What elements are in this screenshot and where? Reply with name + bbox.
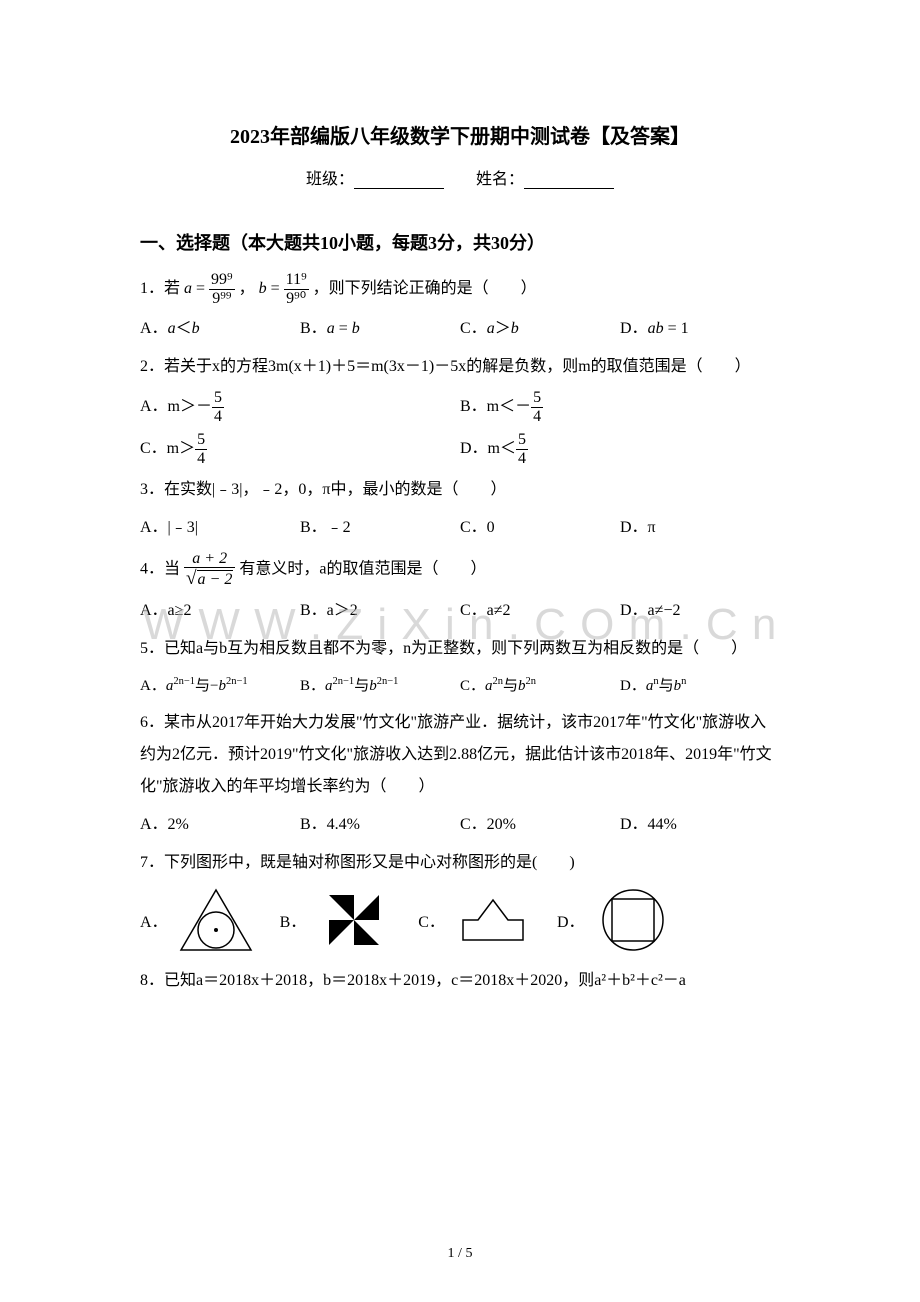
q3-optD: D．π: [620, 512, 780, 544]
q1-frac-b: 11⁹ 9⁹⁰: [284, 271, 309, 307]
q1-b-den: 9⁹⁰: [286, 290, 306, 307]
page-number: 1 / 5: [448, 1246, 473, 1262]
q4-suffix: 有意义时，a的取值范围是（ ）: [239, 560, 486, 577]
q1-optA: A．a＜b: [140, 313, 300, 345]
q4-options: A．a≥2 B．a＞2 C．a≠2 D．a≠−2: [140, 595, 780, 627]
q2-optD: D．m＜54: [460, 431, 780, 467]
q1-b-num: 11⁹: [286, 271, 307, 288]
question-2: 2．若关于x的方程3m(x＋1)＋5＝m(3x－1)－5x的解是负数，则m的取值…: [140, 351, 780, 383]
question-6: 6．某市从2017年开始大力发展"竹文化"旅游产业．据统计，该市2017年"竹文…: [140, 707, 780, 803]
q5-options: A．a2n−1与−b2n−1 B．a2n−1与b2n−1 C．a2n与b2n D…: [140, 671, 780, 701]
q4-prefix: 4．当: [140, 560, 180, 577]
q1-optD: D．ab = 1: [620, 313, 780, 345]
q7-optD: D．: [557, 885, 673, 955]
class-label: 班级：: [306, 171, 354, 188]
q7-optA: A．: [140, 885, 256, 955]
q1-c1: ，: [239, 280, 255, 297]
q2-optB: B．m＜－54: [460, 389, 780, 425]
q1-suffix: ，则下列结论正确的是（ ）: [313, 280, 537, 297]
q5-optB: B．a2n−1与b2n−1: [300, 671, 460, 701]
question-4: 4．当 a + 2 √a − 2 有意义时，a的取值范围是（ ）: [140, 550, 780, 590]
exam-title: 2023年部编版八年级数学下册期中测试卷【及答案】: [140, 120, 780, 149]
q1-a: a: [184, 280, 192, 297]
section-1-title: 一、选择题（本大题共10小题，每题3分，共30分）: [140, 229, 780, 255]
q4-optB: B．a＞2: [300, 595, 460, 627]
class-blank: [354, 173, 444, 189]
q2-optC: C．m＞54: [140, 431, 460, 467]
q3-options: A．|﹣3| B．﹣2 C．0 D．π: [140, 512, 780, 544]
q1-b-lbl: b: [259, 280, 267, 297]
q4-optD: D．a≠−2: [620, 595, 780, 627]
q6-optD: D．44%: [620, 809, 780, 841]
name-blank: [524, 173, 614, 189]
q1-a-den: 9⁹⁹: [212, 290, 231, 307]
q6-optA: A．2%: [140, 809, 300, 841]
sqrt-icon: √: [186, 568, 197, 589]
q1-prefix: 1．若: [140, 280, 180, 297]
q4-optA: A．a≥2: [140, 595, 300, 627]
q3-optC: C．0: [460, 512, 620, 544]
question-5: 5．已知a与b互为相反数且都不为零，n为正整数，则下列两数互为相反数的是（ ）: [140, 633, 780, 665]
q5-optD: D．an与bn: [620, 671, 780, 701]
q1-frac-a: 99⁹ 9⁹⁹: [209, 271, 235, 307]
triangle-circle-icon: [176, 885, 256, 955]
q1-optC: C．a＞b: [460, 313, 620, 345]
q2-options-ab: A．m＞－54 B．m＜－54: [140, 389, 780, 425]
circle-square-icon: [593, 885, 673, 955]
q1-optB: B．a = b: [300, 313, 460, 345]
question-3: 3．在实数|﹣3|，﹣2，0，π中，最小的数是（ ）: [140, 474, 780, 506]
question-1: 1．若 a = 99⁹ 9⁹⁹ ， b = 11⁹ 9⁹⁰ ，则下列结论正确的是…: [140, 271, 780, 307]
q4-frac: a + 2 √a − 2: [184, 550, 235, 590]
student-info-line: 班级： 姓名：: [140, 165, 780, 189]
q4-num: a + 2: [184, 550, 235, 569]
q7-optC: C．: [418, 885, 533, 955]
q4-den: a − 2: [197, 570, 234, 588]
q6-optC: C．20%: [460, 809, 620, 841]
q2-options-cd: C．m＞54 D．m＜54: [140, 431, 780, 467]
q7-options: A． B． C． D．: [140, 885, 780, 955]
q1-options: A．a＜b B．a = b C．a＞b D．ab = 1: [140, 313, 780, 345]
question-7: 7．下列图形中，既是轴对称图形又是中心对称图形的是( ): [140, 847, 780, 879]
q6-options: A．2% B．4.4% C．20% D．44%: [140, 809, 780, 841]
q4-optC: C．a≠2: [460, 595, 620, 627]
q1-a-num: 99⁹: [211, 271, 233, 288]
q5-optC: C．a2n与b2n: [460, 671, 620, 701]
q6-optB: B．4.4%: [300, 809, 460, 841]
question-8: 8．已知a＝2018x＋2018，b＝2018x＋2019，c＝2018x＋20…: [140, 965, 780, 997]
q5-optA: A．a2n−1与−b2n−1: [140, 671, 300, 701]
pinwheel-icon: [314, 885, 394, 955]
q7-optB: B．: [280, 885, 395, 955]
q3-optA: A．|﹣3|: [140, 512, 300, 544]
q2-optA: A．m＞－54: [140, 389, 460, 425]
name-label: 姓名：: [476, 171, 524, 188]
q3-optB: B．﹣2: [300, 512, 460, 544]
crown-icon: [453, 885, 533, 955]
